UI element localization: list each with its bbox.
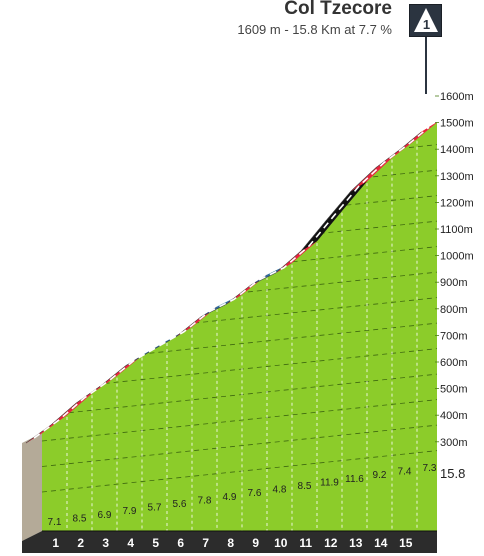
gradient-label: 4.8: [273, 485, 287, 496]
km-label: 1: [52, 536, 59, 550]
y-tick-label: 1600m: [440, 91, 474, 103]
ribbon-edge: [275, 250, 302, 273]
summit-marker-line: [425, 37, 427, 94]
y-tick-label: 1200m: [440, 197, 474, 209]
y-tick-label: 300m: [440, 437, 468, 449]
terrain-fill: [42, 122, 437, 531]
gradient-label: 6.9: [98, 510, 112, 521]
category-number: 1: [422, 17, 431, 32]
km-label: 9: [252, 536, 259, 550]
km-label: 13: [349, 536, 363, 550]
ribbon-edge: [300, 220, 327, 252]
km-label: 4: [127, 536, 134, 550]
side-wall: [22, 433, 42, 541]
km-label: 8: [227, 536, 234, 550]
gradient-label: 7.1: [48, 517, 62, 528]
gradient-label: 9.2: [373, 470, 387, 481]
gradient-label: 4.9: [223, 492, 237, 503]
base-strip: 1 2 3 4 5 6 7 8 9 10 11 12 13 14 15: [22, 530, 437, 553]
gradient-label: 7.3: [423, 463, 437, 474]
ribbon-edge: [200, 304, 227, 318]
y-axis-labels: 300m 400m 500m 600m 700m 800m 900m 1000m 1100m 12…: [435, 91, 474, 481]
gradient-label: 5.7: [148, 503, 162, 514]
gradient-label: 11.6: [345, 474, 364, 485]
km-label: 10: [274, 536, 288, 550]
gradient-label: 11.9: [320, 477, 339, 488]
km-markers: [66, 140, 418, 531]
gridline: [42, 398, 437, 442]
ribbon-edge: [400, 131, 422, 150]
terrain-area: [22, 122, 437, 541]
ribbon-edge: [75, 385, 102, 404]
ribbon-edge: [350, 167, 377, 192]
gradient-label: 7.9: [123, 506, 137, 517]
total-distance-label: 15.8: [440, 466, 465, 481]
y-tick-label: 900m: [440, 277, 468, 289]
gridline: [42, 347, 437, 391]
y-tick-label: 1000m: [440, 251, 474, 263]
ribbon-edge: [100, 365, 127, 386]
y-tick-label: 700m: [440, 330, 468, 342]
gradient-ribbon: [25, 121, 438, 444]
km-label: 3: [102, 536, 109, 550]
ribbon-edge: [50, 403, 77, 426]
km-label: 7: [202, 536, 209, 550]
ribbon-edge: [325, 190, 352, 221]
ribbon-edge: [375, 148, 402, 168]
gradient-label: 8.5: [298, 481, 312, 492]
ribbon-edge: [250, 272, 277, 286]
km-label: 2: [77, 536, 84, 550]
gradient-labels: 7.1 8.5 6.9 7.9 5.7 5.6 7.8 4.9 7.6 4.8 8.5 11.9 11.…: [48, 463, 437, 528]
triangle-icon: [414, 8, 438, 32]
ribbon-centerline: [33, 126, 430, 439]
km-label: 15: [399, 536, 413, 550]
base-bar: [22, 531, 437, 553]
climb-title: Col Tzecore: [284, 0, 392, 19]
gradient-label: 5.6: [173, 499, 187, 510]
km-label: 6: [177, 536, 184, 550]
gridline: [42, 122, 437, 161]
gradient-label: 7.6: [248, 488, 262, 499]
y-tick-label: 1500m: [440, 118, 474, 130]
y-tick-label: 1300m: [440, 171, 474, 183]
category-badge: 1: [409, 4, 442, 37]
gradient-label: 7.4: [398, 467, 412, 478]
y-tick-label: 1400m: [440, 144, 474, 156]
y-tick-label: 600m: [440, 357, 468, 369]
km-label: 14: [374, 536, 388, 550]
y-tick-label: 400m: [440, 410, 468, 422]
gridline: [42, 373, 437, 416]
gridline: [42, 424, 437, 467]
climb-subtitle: 1609 m - 15.8 Km at 7.7 %: [237, 22, 392, 37]
y-tick-label: 1100m: [440, 224, 473, 236]
gridline: [42, 449, 437, 493]
km-label: 5: [152, 536, 159, 550]
gradient-label: 7.8: [198, 495, 212, 506]
km-label: 11: [299, 536, 312, 550]
km-label: 12: [324, 536, 338, 550]
gradient-label: 8.5: [73, 513, 87, 524]
y-tick-label: 800m: [440, 304, 468, 316]
y-tick-label: 500m: [440, 384, 468, 396]
